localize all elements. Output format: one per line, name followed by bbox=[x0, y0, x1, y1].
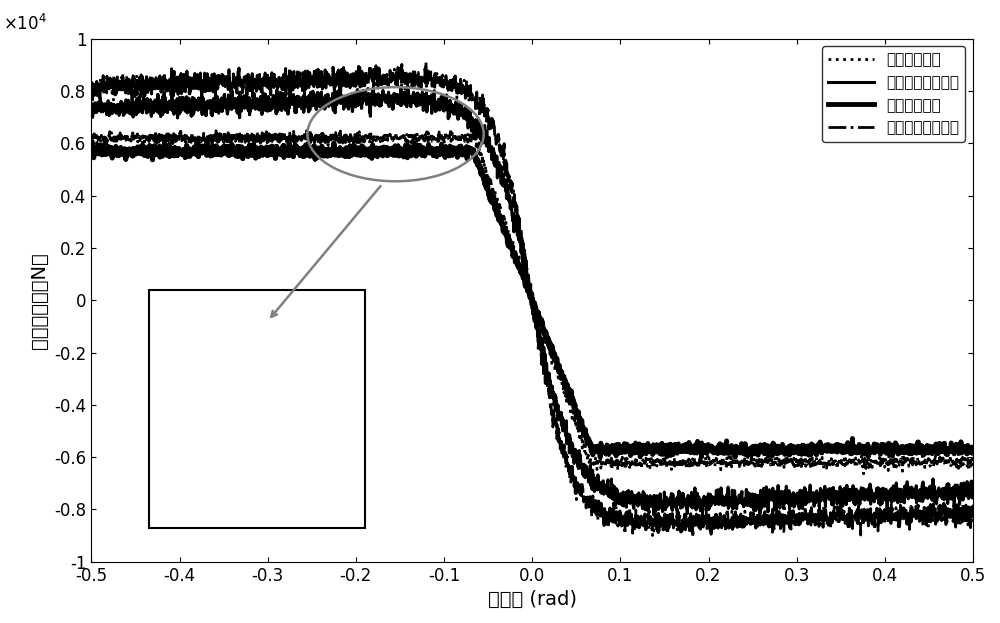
后轮简化模型 bbox=[85, 147, 97, 155]
Text: $\times10^4$: $\times10^4$ bbox=[3, 14, 47, 34]
前轮魔术轮胎公式 bbox=[186, 101, 198, 108]
前轮简化模型 bbox=[186, 130, 198, 138]
后轮魔术轮胎公式 bbox=[950, 504, 962, 511]
后轮简化模型 bbox=[424, 145, 436, 152]
前轮魔术轮胎公式 bbox=[424, 93, 436, 101]
前轮简化模型 bbox=[85, 131, 97, 138]
前轮魔术轮胎公式 bbox=[462, 125, 474, 132]
后轮魔术轮胎公式 bbox=[462, 91, 474, 98]
前轮魔术轮胎公式 bbox=[950, 489, 962, 497]
后轮简化模型 bbox=[186, 149, 198, 156]
后轮魔术轮胎公式 bbox=[967, 509, 979, 516]
前轮简化模型 bbox=[238, 136, 250, 144]
后轮魔术轮胎公式 bbox=[238, 74, 250, 81]
前轮简化模型 bbox=[424, 131, 436, 138]
前轮魔术轮胎公式 bbox=[334, 81, 346, 88]
后轮简化模型 bbox=[99, 138, 111, 146]
后轮简化模型 bbox=[967, 449, 979, 457]
后轮简化模型 bbox=[462, 150, 474, 157]
前轮魔术轮胎公式 bbox=[855, 484, 867, 492]
Line: 后轮魔术轮胎公式: 后轮魔术轮胎公式 bbox=[91, 62, 973, 537]
前轮简化模型 bbox=[858, 470, 870, 478]
前轮简化模型 bbox=[421, 125, 433, 133]
前轮简化模型 bbox=[967, 462, 979, 470]
Line: 前轮魔术轮胎公式: 前轮魔术轮胎公式 bbox=[91, 85, 973, 515]
Line: 后轮简化模型: 后轮简化模型 bbox=[91, 142, 973, 457]
后轮简化模型 bbox=[855, 445, 867, 453]
Y-axis label: 轮胎侧向力（N）: 轮胎侧向力（N） bbox=[30, 252, 49, 349]
前轮简化模型 bbox=[855, 459, 867, 466]
前轮魔术轮胎公式 bbox=[648, 511, 660, 519]
后轮魔术轮胎公式 bbox=[420, 58, 432, 65]
Line: 前轮简化模型: 前轮简化模型 bbox=[91, 129, 973, 474]
前轮简化模型 bbox=[950, 457, 962, 464]
前轮简化模型 bbox=[462, 141, 474, 148]
前轮魔术轮胎公式 bbox=[238, 105, 250, 112]
后轮魔术轮胎公式 bbox=[687, 533, 699, 541]
后轮魔术轮胎公式 bbox=[85, 82, 97, 90]
后轮简化模型 bbox=[239, 148, 251, 156]
前轮魔术轮胎公式 bbox=[85, 103, 97, 110]
后轮简化模型 bbox=[594, 454, 606, 461]
Legend: 前轮简化模型, 前轮魔术轮胎公式, 后轮简化模型, 后轮魔术轮胎公式: 前轮简化模型, 前轮魔术轮胎公式, 后轮简化模型, 后轮魔术轮胎公式 bbox=[822, 47, 965, 141]
后轮魔术轮胎公式 bbox=[186, 77, 198, 85]
后轮简化模型 bbox=[950, 440, 962, 448]
前轮魔术轮胎公式 bbox=[967, 490, 979, 498]
后轮魔术轮胎公式 bbox=[855, 513, 867, 520]
后轮魔术轮胎公式 bbox=[424, 72, 436, 80]
X-axis label: 侧偏角 (rad): 侧偏角 (rad) bbox=[488, 590, 577, 609]
Bar bbox=[149, 290, 365, 528]
